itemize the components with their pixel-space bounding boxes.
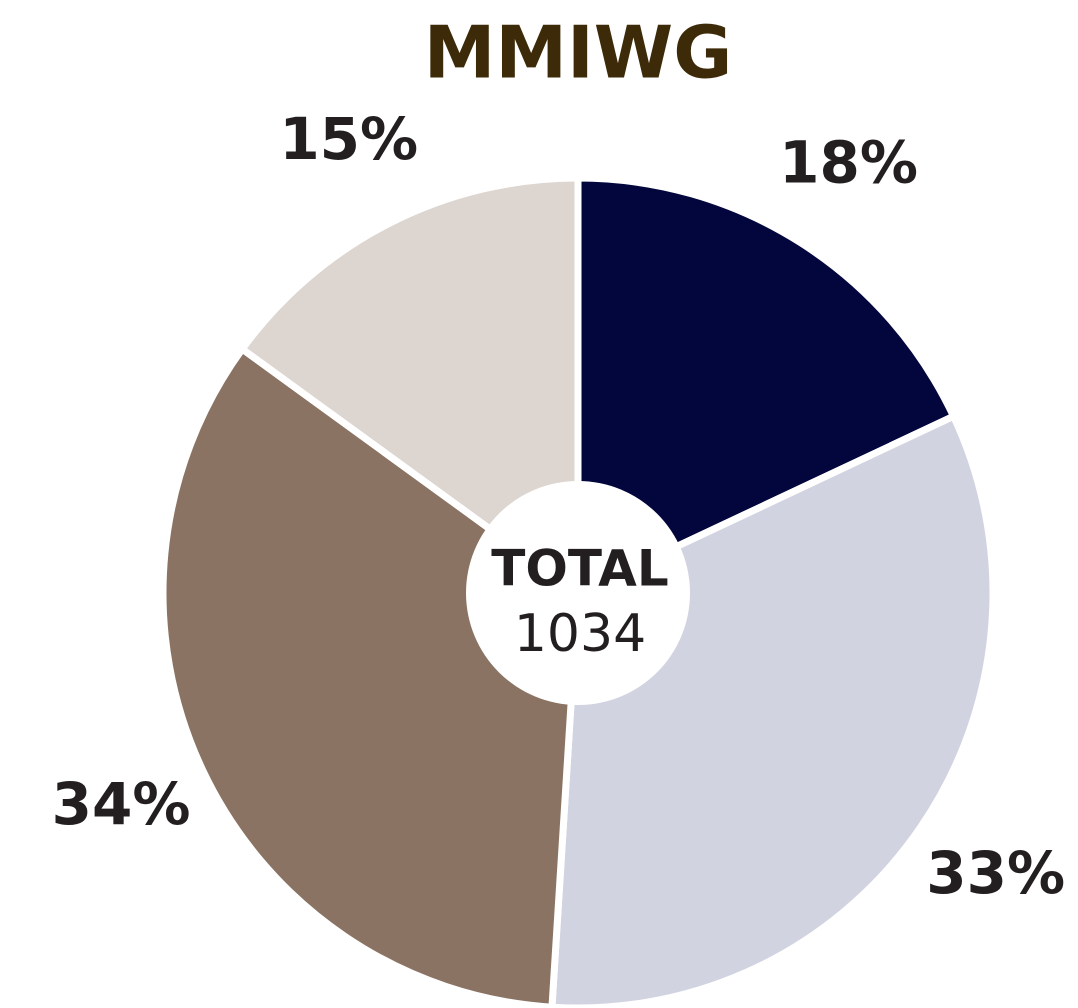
center-total: 1034 (514, 604, 646, 664)
data-label: 18% (779, 129, 918, 197)
data-label: 34% (52, 770, 191, 838)
data-label: 33% (926, 839, 1065, 907)
pie-slice (574, 174, 958, 597)
center-label: TOTAL (491, 540, 668, 598)
pie-slice (159, 345, 582, 1008)
pie-slice (238, 174, 582, 597)
center-hole (466, 481, 690, 705)
data-label: 15% (279, 105, 418, 173)
chart-title: MMIWG (424, 11, 733, 95)
